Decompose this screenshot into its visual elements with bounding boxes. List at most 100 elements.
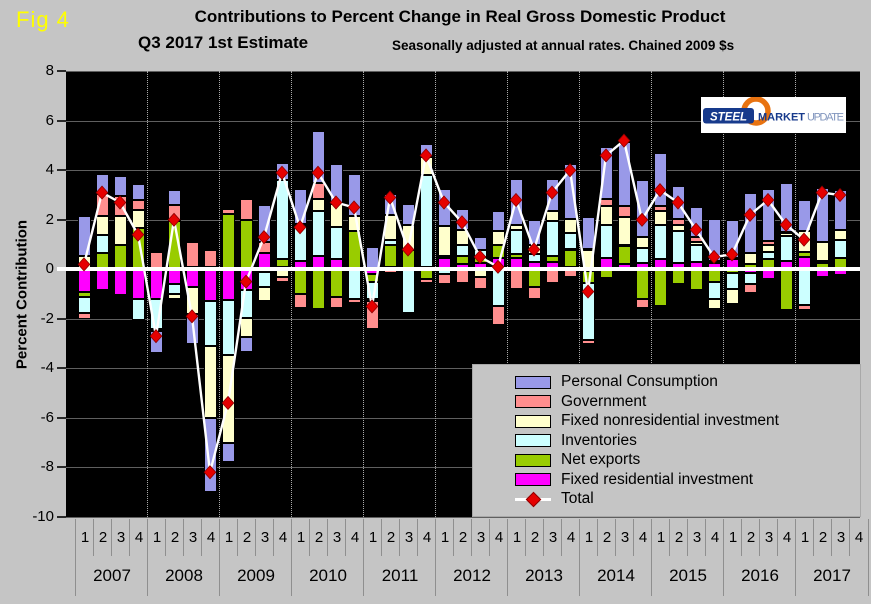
x-quarter-label: 3	[687, 519, 706, 556]
y-tick-label: 8	[45, 62, 54, 80]
total-diamond-marker	[617, 133, 631, 148]
bar-segment-net-exports	[437, 255, 451, 259]
bar-segment-government	[293, 294, 307, 308]
bar-segment-personal-consumption	[797, 200, 811, 231]
total-diamond-marker	[185, 309, 199, 324]
x-quarter-label: 2	[525, 519, 544, 556]
x-year-label: 2016	[723, 556, 796, 596]
total-diamond-marker	[239, 274, 253, 289]
bar-segment-government	[77, 312, 91, 319]
bar-segment-inventories	[275, 180, 289, 260]
bar-segment-government	[635, 299, 649, 308]
bar-segment-government	[131, 200, 145, 210]
x-quarter-label: 2	[381, 519, 400, 556]
bar-segment-government	[401, 312, 415, 315]
bar-segment-government	[203, 249, 217, 267]
bar-segment-inventories	[833, 239, 847, 259]
gridline	[66, 516, 860, 518]
bar-segment-net-exports	[563, 249, 577, 267]
x-quarter-label: 3	[327, 519, 346, 556]
figure-number-label: Fig 4	[16, 7, 70, 32]
x-quarter-label: 1	[147, 519, 166, 556]
x-quarter-label: 3	[111, 519, 130, 556]
bar-segment-inventories	[743, 273, 757, 285]
legend: Personal Consumption Government Fixed nonr…	[472, 364, 861, 517]
x-quarter-label: 2	[93, 519, 112, 556]
chart-title: Contributions to Percent Change in Real …	[194, 7, 726, 26]
bar-segment-inventories	[167, 284, 181, 295]
total-diamond-marker	[779, 217, 793, 232]
bar-segment-inventories	[419, 175, 433, 267]
bar-segment-personal-consumption	[581, 217, 595, 250]
x-quarter-label: 1	[363, 519, 382, 556]
year-separator-line	[579, 71, 580, 517]
bar-segment-fixed-nonresidential-investment	[455, 229, 469, 245]
zero-gridline	[57, 267, 860, 272]
total-diamond-marker	[689, 222, 703, 237]
legend-item-label: Inventories	[561, 431, 637, 449]
bar-segment-inventories	[671, 230, 685, 264]
x-quarter-label: 1	[579, 519, 598, 556]
logo-steel-badge	[703, 108, 754, 124]
bar-segment-inventories	[95, 234, 109, 254]
x-year-label: 2011	[363, 556, 436, 596]
bar-segment-inventories	[761, 251, 775, 260]
legend-item: Fixed residential investment	[515, 470, 860, 490]
legend-swatch-inventories	[515, 434, 551, 447]
x-quarter-label: 4	[489, 519, 508, 556]
bar-segment-inventories	[707, 281, 721, 299]
total-diamond-marker	[437, 195, 451, 210]
x-year-label: 2017	[795, 556, 869, 596]
bar-segment-government	[221, 208, 235, 214]
bar-segment-inventories	[653, 224, 667, 260]
total-diamond-marker	[833, 187, 847, 203]
x-quarter-label: 4	[201, 519, 220, 556]
x-quarter-label: 2	[669, 519, 688, 556]
x-year-label: 2015	[651, 556, 724, 596]
bar-segment-inventories	[203, 301, 217, 347]
legend-item-label: Fixed nonresidential investment	[561, 412, 779, 429]
x-year-label: 2009	[219, 556, 292, 596]
total-diamond-marker	[401, 242, 415, 257]
bar-segment-inventories	[329, 227, 343, 260]
y-tick-mark	[57, 169, 66, 172]
x-year-label: 2014	[579, 556, 652, 596]
y-tick-label: -6	[40, 408, 54, 426]
year-separator-line	[651, 71, 652, 517]
total-diamond-marker	[383, 190, 397, 205]
x-quarter-label: 4	[777, 519, 796, 556]
x-quarter-label: 3	[471, 519, 490, 556]
total-diamond-marker	[131, 227, 145, 242]
bar-segment-government	[779, 232, 793, 235]
legend-item: Net exports	[515, 450, 860, 470]
gridline	[66, 368, 860, 370]
legend-swatch-government	[515, 395, 551, 408]
year-separator-line	[795, 71, 796, 517]
bar-segment-personal-consumption	[743, 192, 757, 254]
bar-segment-government	[671, 218, 685, 225]
total-diamond-marker	[203, 465, 217, 480]
bar-segment-government	[797, 305, 811, 311]
total-diamond-marker	[167, 212, 181, 227]
y-tick-label: 0	[45, 260, 54, 278]
x-quarter-label: 4	[849, 519, 869, 556]
total-diamond-marker	[545, 185, 559, 200]
gridline	[66, 417, 860, 419]
bar-segment-fixed-nonresidential-investment	[743, 253, 757, 265]
legend-item: Inventories	[515, 431, 860, 451]
y-tick-label: -2	[40, 309, 54, 327]
bar-segment-inventories	[221, 300, 235, 355]
bar-segment-government	[743, 284, 757, 293]
x-quarter-label: 2	[813, 519, 832, 556]
bar-segment-government	[491, 306, 505, 325]
total-diamond-marker	[635, 212, 649, 227]
year-separator-line	[507, 71, 508, 517]
bar-segment-fixed-nonresidential-investment	[833, 229, 847, 240]
total-diamond-marker	[743, 207, 757, 222]
total-diamond-marker	[419, 148, 433, 163]
logo-market-text: MARKET	[758, 112, 805, 124]
total-diamond-marker	[509, 192, 523, 208]
legend-item: Fixed nonresidential investment	[515, 411, 860, 431]
bar-segment-net-exports	[509, 254, 523, 259]
